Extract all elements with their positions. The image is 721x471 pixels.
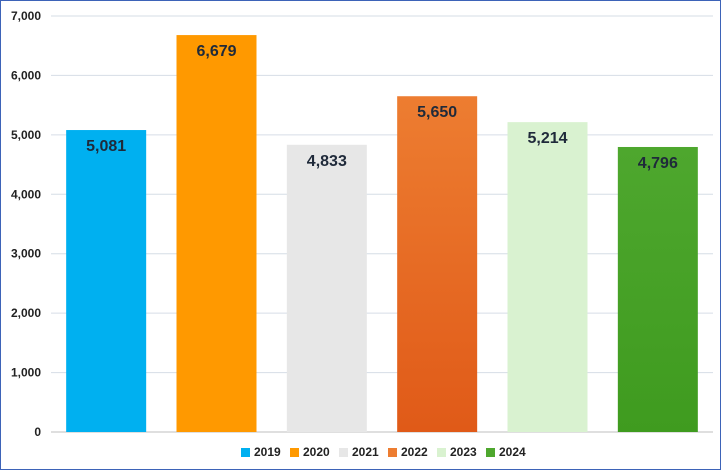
y-tick-label: 6,000 xyxy=(11,68,41,82)
data-label-2019: 5,081 xyxy=(86,138,126,155)
data-label-2022: 5,650 xyxy=(417,104,457,121)
y-tick-label: 4,000 xyxy=(11,187,41,201)
legend-label-2021: 2021 xyxy=(352,445,379,459)
bar-2020 xyxy=(176,35,257,433)
y-tick-label: 0 xyxy=(34,425,41,439)
bar-2022 xyxy=(397,96,478,432)
legend-label-2020: 2020 xyxy=(303,445,330,459)
legend-swatch-2021 xyxy=(339,448,348,457)
data-labels: 5,081 6,679 4,833 5,650 5,214 4,796 xyxy=(86,43,678,172)
bar-2023 xyxy=(507,122,588,432)
legend-label-2024: 2024 xyxy=(499,445,526,459)
y-tick-label: 5,000 xyxy=(11,128,41,142)
legend-swatch-2022 xyxy=(388,448,397,457)
bars xyxy=(66,35,698,433)
data-label-2021: 4,833 xyxy=(307,153,347,170)
y-tick-label: 3,000 xyxy=(11,247,41,261)
y-tick-label: 1,000 xyxy=(11,366,41,380)
legend-label-2023: 2023 xyxy=(450,445,477,459)
bar-2024 xyxy=(617,146,698,432)
legend-swatch-2019 xyxy=(241,448,250,457)
bar-2019 xyxy=(66,130,147,432)
legend-label-2022: 2022 xyxy=(401,445,428,459)
y-tick-label: 2,000 xyxy=(11,306,41,320)
legend-swatch-2023 xyxy=(437,448,446,457)
data-label-2020: 6,679 xyxy=(196,43,236,60)
legend-swatch-2024 xyxy=(486,448,495,457)
y-tick-label: 7,000 xyxy=(11,9,41,23)
gridlines xyxy=(51,15,713,433)
legend-label-2019: 2019 xyxy=(254,445,281,459)
legend: 2019 2020 2021 2022 2023 2024 xyxy=(241,445,526,459)
y-axis: 0 1,000 2,000 3,000 4,000 5,000 6,000 7,000 xyxy=(11,9,41,439)
legend-swatch-2020 xyxy=(290,448,299,457)
bar-2021 xyxy=(286,144,367,432)
data-label-2023: 5,214 xyxy=(527,130,567,147)
data-label-2024: 4,796 xyxy=(638,155,678,172)
